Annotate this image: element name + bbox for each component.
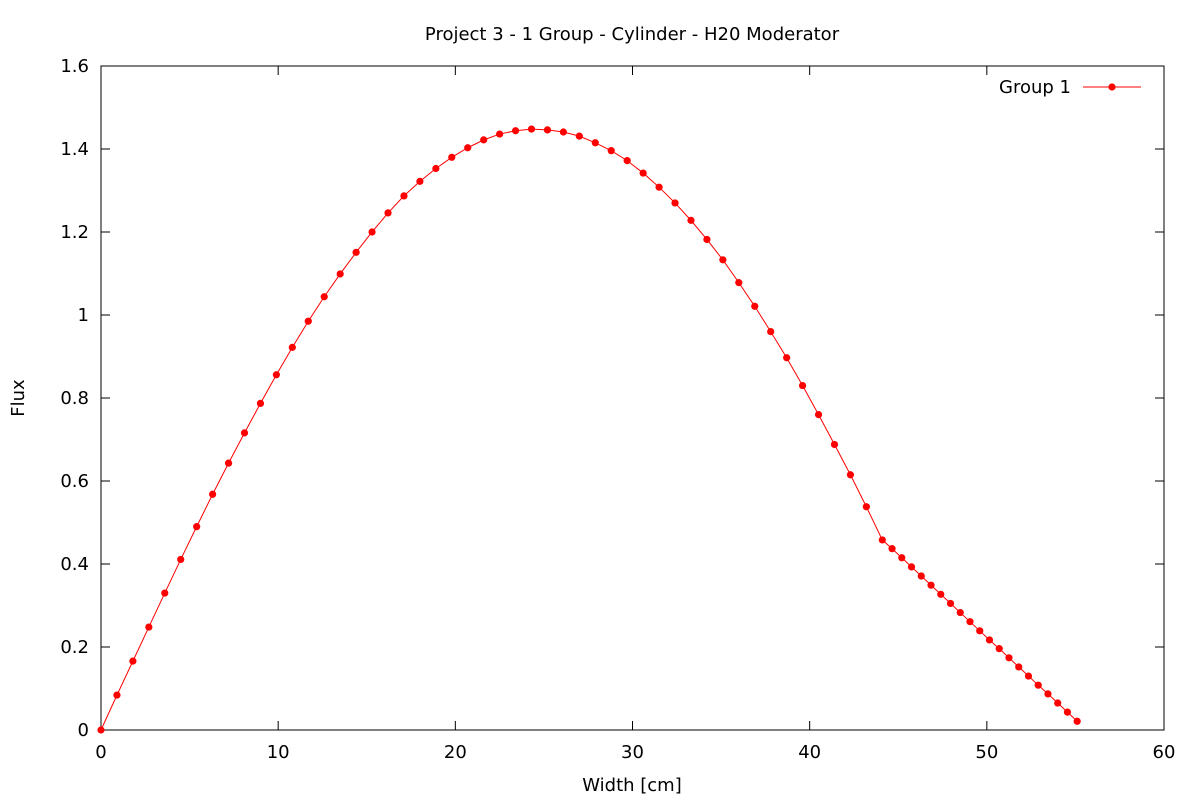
data-point [336,270,344,278]
data-point [177,555,185,564]
data-point [352,248,360,256]
legend-marker-sample [1108,83,1116,91]
x-tick-label: 60 [1153,742,1176,763]
axis-ticks: 0 10 20 30 40 50 60 0 0.2 0.4 0.6 0.8 1 1.2 1.4 1.6 [60,56,1175,763]
data-point [496,130,504,138]
data-point [384,209,392,217]
plot-frame [100,65,1165,731]
y-tick-label: 0.6 [60,471,89,492]
y-tick-label: 0.2 [60,637,89,658]
data-point [543,126,552,134]
data-point [129,657,137,665]
x-tick-label: 10 [267,742,290,763]
legend: Group 1 [999,77,1141,98]
data-point [814,411,823,419]
data-point [480,136,488,144]
x-tick-label: 40 [798,742,821,763]
data-point [687,216,695,224]
data-point [846,471,855,479]
data-point [767,328,775,336]
x-tick-label: 0 [95,742,106,763]
data-point [288,343,296,351]
y-tick-label: 1.4 [60,139,89,160]
data-point [607,147,615,155]
y-tick-label: 0.8 [60,388,89,409]
data-point [917,572,925,580]
series-line-group-1 [100,128,1078,731]
data-point [400,192,408,200]
data-point [320,293,328,301]
data-point [1024,672,1033,680]
data-point [976,627,984,635]
data-point [655,183,663,191]
data-point [1034,681,1042,689]
data-point [464,144,472,152]
data-point [240,429,249,437]
data-point [272,371,280,379]
data-point [1073,717,1081,725]
data-point [985,636,994,644]
data-point [671,199,679,207]
data-point [559,128,568,136]
data-point [224,459,233,467]
data-point [591,139,599,147]
data-point [830,440,839,449]
y-tick-label: 1.2 [60,222,89,243]
data-point [1063,708,1072,716]
data-point [97,726,105,734]
series-layer [97,125,1081,734]
y-tick-label: 1.6 [60,56,89,77]
data-point [995,645,1003,653]
data-point [416,177,424,185]
data-point [193,523,201,531]
y-tick-label: 0 [78,720,89,741]
data-point [639,169,647,177]
data-point [703,235,711,244]
data-point [907,563,916,571]
data-point [256,399,265,407]
data-point [719,256,727,264]
y-axis-label: Flux [8,379,29,417]
data-point [304,317,312,325]
data-point [888,545,896,553]
data-point [898,554,906,562]
legend-label-group-1: Group 1 [999,77,1071,98]
data-point [113,691,121,699]
x-tick-label: 50 [975,742,998,763]
data-point [966,618,974,626]
data-point [937,590,945,598]
data-point [798,381,807,390]
y-tick-label: 1 [78,305,89,326]
data-point [432,164,440,173]
chart-title: Project 3 - 1 Group - Cylinder - H20 Mod… [425,24,840,45]
data-point [145,623,153,631]
data-point [927,581,935,589]
x-tick-label: 30 [621,742,644,763]
data-point [575,132,583,140]
data-point [751,302,759,310]
data-point [1044,690,1052,698]
y-tick-label: 0.4 [60,554,89,575]
data-point [161,589,169,597]
data-point [946,599,955,608]
data-point [878,536,886,544]
data-point [368,228,376,236]
data-point [511,127,520,135]
data-point [862,503,870,511]
x-axis-label: Width [cm] [582,775,682,796]
data-point [448,153,456,161]
data-point [623,157,631,165]
data-point [735,279,743,287]
data-point [527,125,536,133]
data-point [1015,663,1023,671]
data-point [956,608,964,617]
data-point [1005,654,1013,662]
data-point [209,490,217,498]
x-tick-label: 20 [444,742,467,763]
data-point [1054,699,1062,707]
data-point [783,354,791,362]
